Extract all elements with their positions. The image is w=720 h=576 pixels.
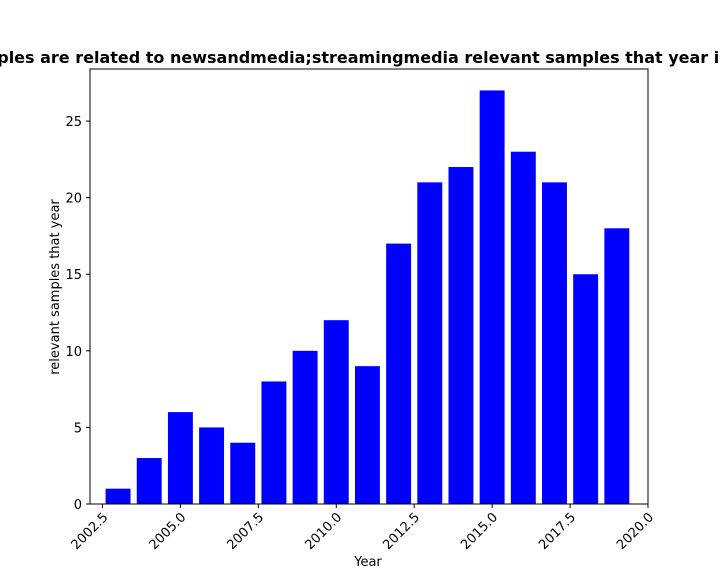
y-tick-label: 0 [74,498,82,513]
axes-frame [89,68,649,505]
y-tick-label: 20 [65,192,82,207]
bar-2004 [136,458,162,504]
bar-2011 [354,366,380,504]
bar-2018 [573,274,599,504]
x-axis-label: Year [353,555,382,570]
bar-2003 [105,488,131,504]
y-axis: 0 5 10 15 20 25 [65,115,90,513]
y-tick-label: 15 [65,268,82,283]
bar-2012 [386,243,412,505]
chart-title: Number of samples are related to newsand… [0,48,720,67]
bar-2014 [448,167,474,504]
bar-2010 [323,320,349,504]
y-tick-label: 10 [65,345,82,360]
bar-2008 [261,381,287,504]
bar-2006 [199,427,225,504]
bar-2015 [479,90,505,504]
bar-2007 [230,442,256,504]
bar-2009 [292,350,318,504]
bar-2016 [510,151,536,504]
y-axis-label: relevant samples that year [48,199,63,375]
y-tick-label: 25 [65,115,82,130]
bar-2017 [542,182,567,504]
bar-2005 [167,412,193,504]
bar-2013 [417,182,443,504]
y-tick-label: 5 [74,421,82,436]
bar-2019 [604,228,630,505]
bars-group [105,90,630,505]
